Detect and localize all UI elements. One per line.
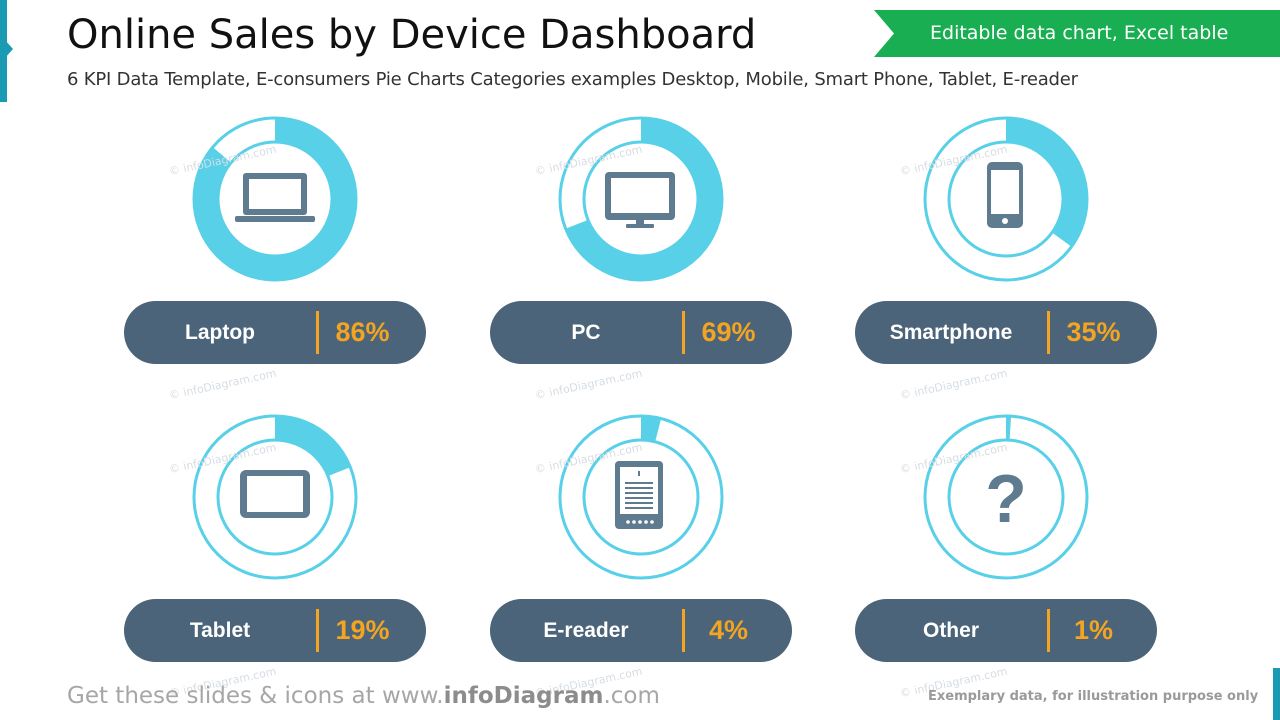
category-label: Laptop xyxy=(185,321,255,344)
donut-value-arc xyxy=(193,415,357,579)
category-label: E-reader xyxy=(543,619,629,642)
ereader-icon xyxy=(615,461,663,529)
pill-separator xyxy=(316,609,319,652)
exemplary-note: Exemplary data, for illustration purpose… xyxy=(928,689,1259,704)
kpi-pill: E-reader 4% xyxy=(490,599,792,662)
kpi-pill: Tablet 19% xyxy=(124,599,426,662)
monitor-icon xyxy=(605,172,675,228)
page-title: Online Sales by Device Dashboard xyxy=(67,12,757,58)
left-accent-bar xyxy=(0,0,7,102)
footer-text: Get these slides & icons at www.infoDiag… xyxy=(67,683,660,709)
donut-chart xyxy=(558,414,724,580)
laptop-icon xyxy=(235,173,315,222)
donut-chart xyxy=(923,116,1089,282)
kpi-pill: Laptop 86% xyxy=(124,301,426,364)
pill-separator xyxy=(1047,609,1050,652)
category-label: PC xyxy=(571,321,601,344)
pill-separator xyxy=(682,311,685,354)
value-label: 35% xyxy=(1066,317,1121,347)
donut-value-arc xyxy=(924,415,1088,579)
kpi-pill: Smartphone 35% xyxy=(855,301,1157,364)
donut-value-arc xyxy=(924,117,1088,281)
category-label: Other xyxy=(922,619,979,642)
footer-brand: infoDiagram xyxy=(443,683,604,709)
watermark: © infoDiagram.com xyxy=(167,366,278,403)
value-label: 69% xyxy=(701,317,756,347)
right-accent-bar xyxy=(1273,668,1280,720)
banner-text: Editable data chart, Excel table xyxy=(930,22,1229,44)
value-label: 4% xyxy=(708,615,749,645)
donut-chart: ? xyxy=(923,414,1089,580)
donut-value-arc xyxy=(193,117,357,281)
svg-text:?: ? xyxy=(985,461,1027,537)
donut-chart xyxy=(192,116,358,282)
kpi-pill: Other 1% xyxy=(855,599,1157,662)
smartphone-icon xyxy=(987,162,1023,228)
donut-chart xyxy=(192,414,358,580)
footer-text-after: .com xyxy=(603,683,660,709)
kpi-pill: PC 69% xyxy=(490,301,792,364)
editable-banner: Editable data chart, Excel table xyxy=(874,10,1280,57)
pill-separator xyxy=(316,311,319,354)
footer-text-before: Get these slides & icons at www. xyxy=(67,683,444,709)
pill-separator xyxy=(682,609,685,652)
pill-separator xyxy=(1047,311,1050,354)
value-label: 19% xyxy=(335,615,390,645)
category-label: Smartphone xyxy=(889,321,1013,344)
page-subtitle: 6 KPI Data Template, E-consumers Pie Cha… xyxy=(67,69,1078,90)
value-label: 1% xyxy=(1073,615,1114,645)
category-label: Tablet xyxy=(189,619,251,642)
donut-chart xyxy=(558,116,724,282)
tablet-icon xyxy=(240,470,310,518)
watermark: © infoDiagram.com xyxy=(898,366,1009,403)
donut-value-arc xyxy=(559,117,723,281)
donut-value-arc xyxy=(559,415,723,579)
question-icon: ? xyxy=(985,461,1027,537)
value-label: 86% xyxy=(335,317,390,347)
watermark: © infoDiagram.com xyxy=(533,366,644,403)
left-accent-notch xyxy=(5,40,13,58)
donut-inner-ring xyxy=(947,438,1065,556)
